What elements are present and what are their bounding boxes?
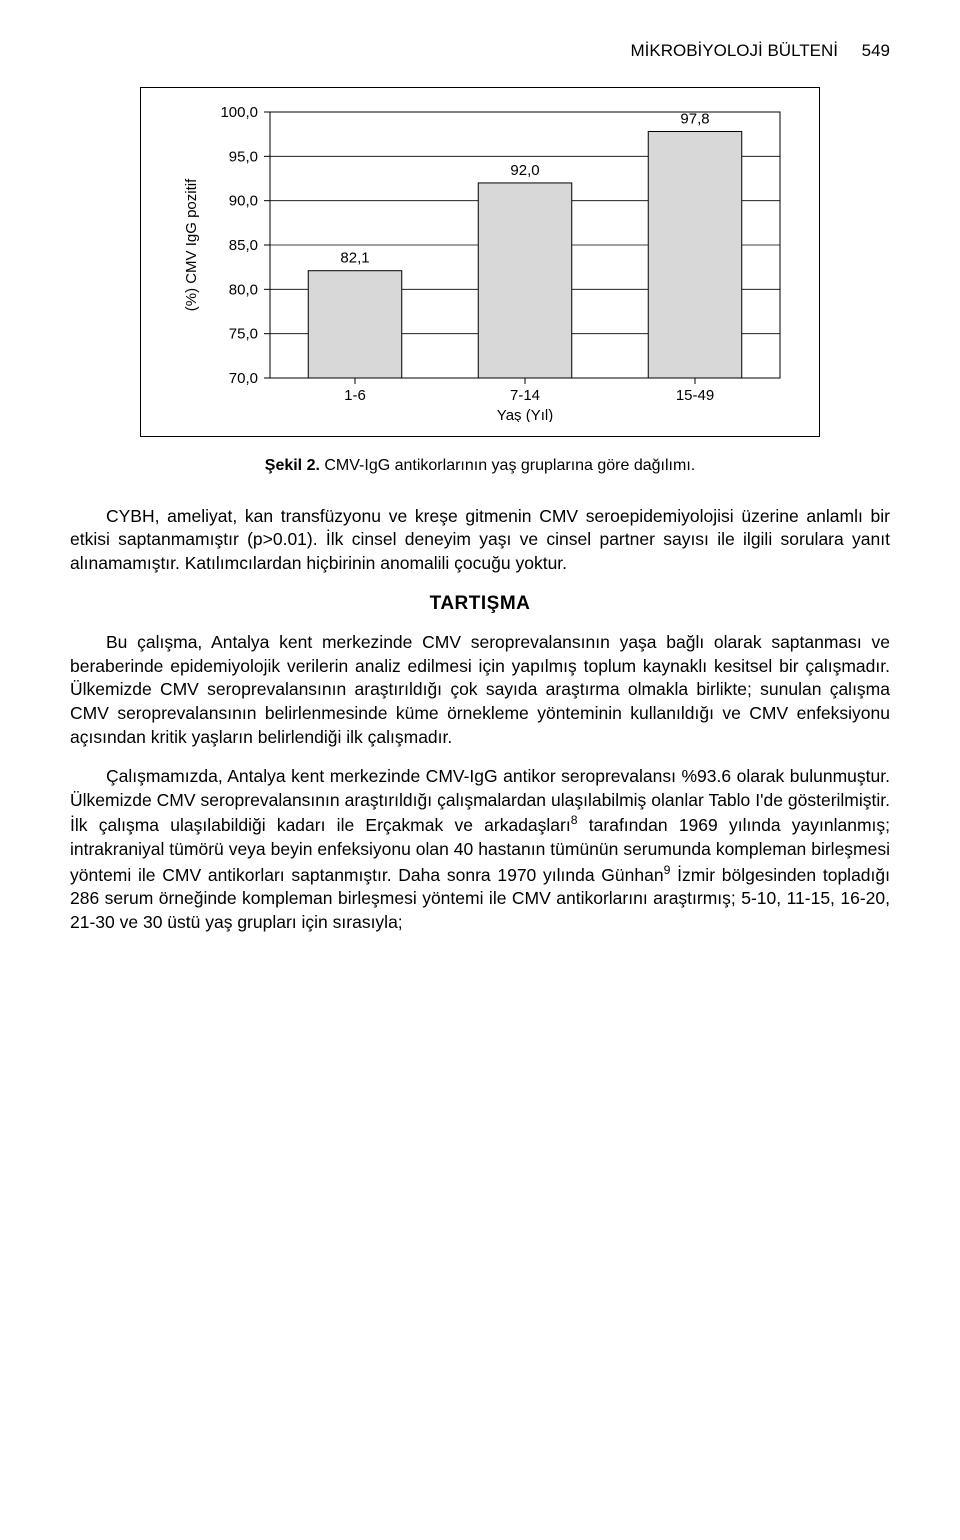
bar-chart-svg: 70,0 75,0 80,0 85,0 90,0 95,0 100,0 82,1 1-6 92,0… [159,102,801,422]
page-number: 549 [862,41,890,60]
paragraph-3: Çalışmamızda, Antalya kent merkezinde CM… [70,765,890,934]
svg-text:85,0: 85,0 [229,237,258,254]
figure-2-chart: 70,0 75,0 80,0 85,0 90,0 95,0 100,0 82,1 1-6 92,0… [140,87,820,437]
page-header: MİKROBİYOLOJİ BÜLTENİ 549 [70,40,890,63]
paragraph-2: Bu çalışma, Antalya kent merkezinde CMV … [70,631,890,749]
svg-text:92,0: 92,0 [510,162,539,179]
svg-text:7-14: 7-14 [510,387,540,404]
svg-text:90,0: 90,0 [229,193,258,210]
svg-text:1-6: 1-6 [344,387,366,404]
section-heading: TARTIŞMA [70,591,890,617]
svg-text:70,0: 70,0 [229,370,258,387]
footnote-ref-8: 8 [571,813,578,827]
svg-text:82,1: 82,1 [340,250,369,267]
svg-text:(%) CMV IgG pozitif: (%) CMV IgG pozitif [183,178,200,311]
figure-label: Şekil 2. [265,457,320,474]
paragraph-1: CYBH, ameliyat, kan transfüzyonu ve kreş… [70,505,890,576]
svg-text:95,0: 95,0 [229,148,258,165]
svg-text:80,0: 80,0 [229,281,258,298]
svg-text:15-49: 15-49 [676,387,714,404]
svg-text:100,0: 100,0 [220,104,258,121]
svg-text:Yaş (Yıl): Yaş (Yıl) [497,407,553,422]
figure-caption-text: CMV-IgG antikorlarının yaş gruplarına gö… [324,457,695,474]
svg-text:75,0: 75,0 [229,326,258,343]
figure-caption: Şekil 2. CMV-IgG antikorlarının yaş grup… [70,455,890,477]
svg-text:97,8: 97,8 [680,110,709,127]
journal-name: MİKROBİYOLOJİ BÜLTENİ [630,41,838,60]
